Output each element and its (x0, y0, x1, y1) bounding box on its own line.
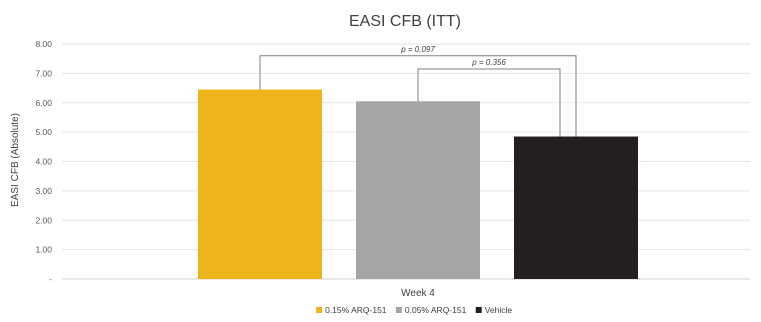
y-tick-label: 8.00 (35, 39, 52, 49)
y-tick-label: 7.00 (35, 68, 52, 78)
bar-0-15-arq-151 (198, 89, 322, 279)
y-tick-label: 2.00 (35, 215, 52, 225)
p-value-label: p = 0.097 (400, 45, 435, 54)
x-category-label: Week 4 (401, 288, 435, 299)
y-tick-label: 5.00 (35, 127, 52, 137)
bar-vehicle (514, 136, 638, 279)
legend-swatch (395, 307, 402, 313)
legend-swatch (316, 307, 323, 313)
y-tick-label: - (49, 274, 52, 284)
bar-0-05-arq-151 (356, 101, 480, 279)
legend-label: Vehicle (485, 305, 513, 315)
y-tick-label: 1.00 (35, 245, 52, 255)
p-value-label: p = 0.356 (471, 58, 506, 67)
significance-bracket (417, 68, 561, 137)
y-axis-label: EASI CFB (Absolute) (10, 113, 21, 207)
legend-swatch (475, 307, 482, 313)
significance-brackets: p = 0.097 p = 0.356 (259, 45, 577, 137)
significance-bracket (259, 55, 577, 137)
legend: 0.15% ARQ-151 0.05% ARQ-151 Vehicle (316, 305, 512, 315)
y-axis-ticks: - 1.00 2.00 3.00 4.00 5.00 6.00 7.00 8.00 (35, 39, 52, 284)
legend-label: 0.05% ARQ-151 (405, 305, 467, 315)
y-tick-label: 6.00 (35, 98, 52, 108)
bars (198, 89, 638, 279)
y-tick-label: 4.00 (35, 157, 52, 167)
legend-label: 0.15% ARQ-151 (325, 305, 387, 315)
y-tick-label: 3.00 (35, 186, 52, 196)
chart-title: EASI CFB (ITT) (349, 13, 461, 30)
